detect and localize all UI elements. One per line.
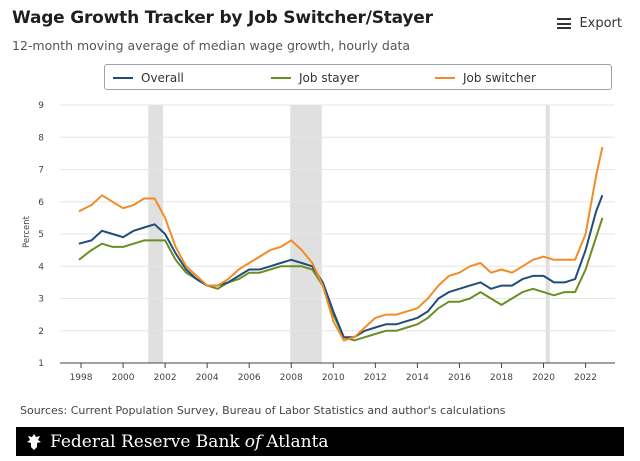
series-line-overall <box>78 194 604 339</box>
menu-icon <box>557 18 572 29</box>
source-note: Sources: Current Population Survey, Bure… <box>20 404 506 417</box>
x-tick-label-2002: 2002 <box>154 373 177 383</box>
y-tick-label-7: 7 <box>38 166 44 176</box>
bank-name-suffix: Atlanta <box>266 431 329 452</box>
y-axis-label: Percent <box>22 215 32 248</box>
export-button[interactable]: Export <box>557 16 622 31</box>
legend-label-job-switcher: Job switcher <box>463 71 536 85</box>
y-tick-label-5: 5 <box>38 230 44 240</box>
x-tick-label-2000: 2000 <box>112 373 135 383</box>
x-tick-label-2016: 2016 <box>448 373 471 383</box>
x-tick-label-2014: 2014 <box>406 373 429 383</box>
chart-plot: 1 2 3 4 5 6 7 8 9 1998 2000 2002 2004 2006 2008 2010 201… <box>22 101 615 383</box>
legend-label-job-stayer: Job stayer <box>299 71 360 85</box>
x-tick-label-2022: 2022 <box>574 373 597 383</box>
bank-name-of: of <box>244 431 262 452</box>
series-lines <box>78 146 604 342</box>
legend-item-job-stayer[interactable]: Job stayer <box>271 71 359 85</box>
x-tick-label-2012: 2012 <box>364 373 387 383</box>
chart-legend: Overall Job stayer Job switcher <box>104 64 612 90</box>
gridlines <box>60 104 615 332</box>
x-tick-label-2018: 2018 <box>490 373 513 383</box>
axes: 1 2 3 4 5 6 7 8 9 1998 2000 2002 2004 2006 2008 2010 201… <box>38 101 615 383</box>
x-tick-label-2004: 2004 <box>196 373 219 383</box>
brand-footer: Federal Reserve Bank of Atlanta <box>16 427 624 456</box>
x-tick-label-2020: 2020 <box>532 373 555 383</box>
chart-title: Wage Growth Tracker by Job Switcher/Stay… <box>12 8 433 28</box>
export-label: Export <box>579 16 622 31</box>
legend-swatch-job-stayer <box>271 77 291 79</box>
x-tick-label-1998: 1998 <box>70 373 93 383</box>
legend-swatch-job-switcher <box>435 77 455 79</box>
chart-subtitle: 12-month moving average of median wage g… <box>12 38 411 53</box>
legend-item-overall[interactable]: Overall <box>113 71 184 85</box>
eagle-logo-icon <box>27 433 41 450</box>
y-tick-label-2: 2 <box>38 327 44 337</box>
legend-swatch-overall <box>113 77 133 79</box>
legend-label-overall: Overall <box>141 71 184 85</box>
series-line-job-switcher <box>78 146 604 342</box>
y-tick-label-1: 1 <box>38 359 44 369</box>
y-tick-label-4: 4 <box>38 262 44 272</box>
y-tick-label-3: 3 <box>38 295 44 305</box>
bank-name-prefix: Federal Reserve Bank <box>50 431 240 452</box>
x-tick-label-2006: 2006 <box>238 373 261 383</box>
x-tick-label-2010: 2010 <box>322 373 345 383</box>
x-tick-label-2008: 2008 <box>280 373 303 383</box>
legend-item-job-switcher[interactable]: Job switcher <box>435 71 536 85</box>
y-tick-label-6: 6 <box>38 198 44 208</box>
y-tick-label-9: 9 <box>38 101 44 111</box>
y-tick-label-8: 8 <box>38 133 44 143</box>
